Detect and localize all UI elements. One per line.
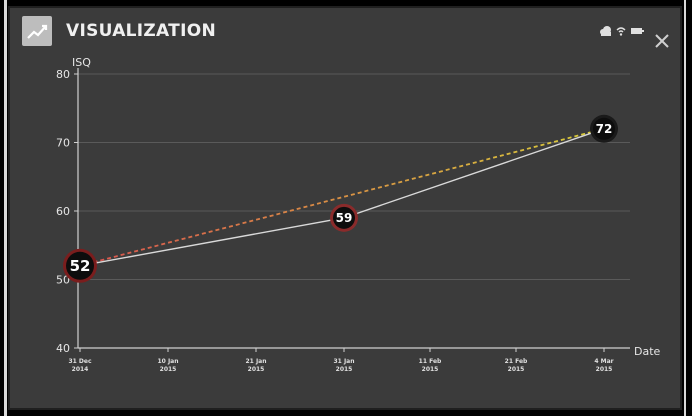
x-tick-label: 4 Mar bbox=[594, 358, 613, 365]
trend-line bbox=[79, 127, 605, 267]
data-point-label: 72 bbox=[596, 122, 613, 136]
x-tick-label: 10 Jan bbox=[158, 358, 179, 365]
right-edge-strip bbox=[684, 0, 686, 416]
x-tick-label: 31 Jan bbox=[334, 358, 355, 365]
data-point[interactable] bbox=[66, 251, 94, 280]
y-axis-label: ISQ bbox=[72, 56, 91, 69]
cloud-icon bbox=[600, 26, 611, 36]
x-tick-label: 2015 bbox=[508, 366, 525, 373]
y-tick-label: 40 bbox=[56, 342, 70, 355]
y-tick-label: 60 bbox=[56, 205, 70, 218]
x-axis-label: Date bbox=[634, 345, 661, 358]
x-tick-label: 2014 bbox=[72, 366, 89, 373]
x-tick-label: 2015 bbox=[422, 366, 439, 373]
battery-icon bbox=[631, 28, 644, 34]
close-icon bbox=[655, 34, 669, 48]
window-title: VISUALIZATION bbox=[66, 21, 216, 41]
x-tick-label: 2015 bbox=[248, 366, 265, 373]
y-tick-label: 80 bbox=[56, 68, 70, 81]
x-tick-label: 21 Jan bbox=[246, 358, 267, 365]
data-point[interactable] bbox=[593, 117, 615, 140]
x-tick-label: 2015 bbox=[596, 366, 613, 373]
wifi-icon bbox=[616, 27, 626, 36]
isq-series-line bbox=[79, 128, 605, 267]
x-tick-label: 2015 bbox=[160, 366, 177, 373]
data-point-label: 59 bbox=[336, 211, 353, 225]
data-point[interactable] bbox=[333, 206, 355, 229]
y-tick-label: 70 bbox=[56, 137, 70, 150]
status-icons bbox=[598, 22, 648, 36]
trend-line-icon bbox=[22, 16, 52, 46]
x-tick-label: 31 Dec bbox=[68, 358, 91, 365]
close-button[interactable] bbox=[651, 32, 673, 54]
x-tick-label: 21 Feb bbox=[505, 358, 528, 365]
x-tick-label: 2015 bbox=[336, 366, 353, 373]
data-point-label: 52 bbox=[70, 257, 91, 275]
x-tick-label: 11 Feb bbox=[419, 358, 442, 365]
left-edge-strip bbox=[4, 0, 7, 416]
y-tick-label: 50 bbox=[56, 274, 70, 287]
visualization-window: VISUALIZATION 40 50 60 bbox=[8, 6, 682, 410]
